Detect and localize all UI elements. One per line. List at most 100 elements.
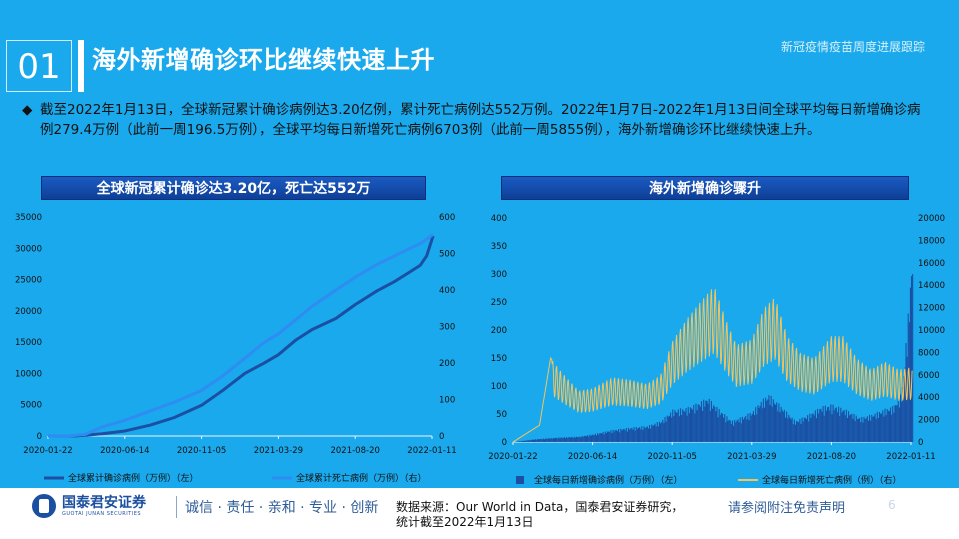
chart2-bar — [563, 437, 565, 442]
chart2-bar — [652, 425, 654, 442]
chart2-bar — [543, 439, 546, 442]
chart2-bar — [843, 410, 845, 442]
chart2-bar — [742, 419, 745, 442]
chart2-bar — [867, 420, 869, 442]
chart2-bar — [616, 431, 619, 442]
chart2-bar — [896, 405, 898, 442]
chart2-bar — [845, 409, 847, 442]
chart2-bar — [757, 405, 759, 442]
chart2-bar — [829, 410, 831, 442]
chart2-bar — [754, 415, 756, 442]
disclaimer-link[interactable]: 请参阅附注免责声明 — [728, 501, 846, 516]
chart2-bar — [824, 405, 826, 442]
chart2-bar — [897, 398, 899, 442]
chart2-bar — [747, 413, 749, 442]
chart2-bar — [776, 402, 778, 442]
chart2-bar — [681, 414, 683, 442]
chart2-bar — [564, 438, 567, 442]
chart2-bar — [646, 426, 648, 442]
chart2-bar — [688, 413, 690, 442]
chart2-bar — [559, 438, 561, 442]
chart2-bar — [842, 410, 844, 442]
chart1-y-right-tick-label: 400 — [439, 286, 455, 296]
chart2-bar — [777, 411, 779, 442]
logo-mark-icon — [32, 494, 56, 518]
chart2-bar — [811, 413, 813, 442]
chart2-y-left-tick-label: 250 — [491, 298, 507, 308]
chart2-bar — [745, 415, 747, 442]
chart2-bar — [723, 417, 725, 442]
chart2-bar — [730, 423, 732, 442]
chart2-bar — [662, 419, 664, 442]
section-number: 01 — [6, 40, 72, 92]
chart2-bar — [672, 409, 674, 442]
chart2-bar — [834, 407, 836, 442]
chart2-bar — [857, 418, 860, 442]
chart2-bar — [592, 434, 594, 442]
chart2-bar — [868, 414, 871, 442]
chart2-bar — [802, 421, 804, 442]
chart2-bar — [719, 414, 721, 442]
chart2-bar — [568, 437, 570, 442]
chart2-bar — [855, 415, 857, 442]
chart2-bar — [805, 419, 808, 442]
chart2-bar — [714, 406, 716, 442]
chart2-bar — [666, 415, 668, 442]
chart2-bar — [794, 424, 797, 442]
chart2-bar — [810, 417, 812, 442]
chart2-bar — [833, 410, 835, 442]
chart2-bar — [801, 417, 803, 442]
chart1-x-tick-label: 2020-11-05 — [177, 446, 226, 456]
chart2-bar — [883, 416, 885, 442]
chart1-series-line — [47, 233, 434, 438]
chart2-bar — [609, 432, 611, 442]
chart2-bar — [809, 413, 811, 442]
chart2-bar — [817, 408, 819, 442]
chart2-bar — [797, 421, 799, 442]
chart2-bar — [535, 439, 537, 442]
chart2-y-left-tick-label: 150 — [491, 354, 507, 364]
chart1-y-right-tick-label: 600 — [439, 213, 455, 223]
chart2-bar — [721, 413, 724, 442]
chart2-bar — [831, 414, 833, 442]
chart2-bar — [537, 439, 539, 442]
chart2-bar — [814, 410, 816, 442]
chart2-bar — [746, 419, 748, 442]
chart2-bar — [773, 403, 776, 442]
chart2-bar — [789, 417, 791, 442]
chart2-bar — [546, 438, 548, 442]
chart2-bar — [862, 422, 864, 442]
chart2-bar — [899, 394, 902, 442]
footer-bar — [0, 488, 959, 539]
chart2-bar — [694, 413, 696, 442]
chart2-bar — [715, 411, 717, 442]
chart2-bar — [750, 415, 752, 442]
chart2-y-left-tick-label: 100 — [491, 382, 507, 392]
chart2-x-tick-label: 2021-08-20 — [807, 452, 856, 462]
chart2-bar — [740, 423, 742, 442]
chart2-bar — [856, 419, 858, 442]
chart2-bar — [771, 406, 773, 442]
chart2-bar — [876, 411, 878, 442]
chart2-bar — [770, 395, 772, 442]
chart2-bar — [820, 408, 822, 442]
chart2-bar — [614, 430, 616, 442]
chart1-title: 全球新冠累计确诊达3.20亿，死亡达552万 — [41, 176, 426, 200]
chart2-bar — [665, 421, 667, 442]
chart2-y-left-tick-label: 350 — [491, 242, 507, 252]
chart2-y-right-tick-label: 10000 — [918, 326, 945, 336]
chart2-bar — [608, 431, 610, 442]
chart2-bar — [658, 421, 661, 442]
chart2-bar — [686, 415, 688, 442]
chart1-y-right-tick-label: 200 — [439, 359, 455, 369]
chart2-bar — [676, 412, 678, 442]
chart2-bar — [637, 427, 640, 442]
chart2-bar — [657, 426, 659, 442]
chart2-bar — [557, 438, 559, 442]
chart2-bar — [731, 420, 734, 442]
chart2-bar — [849, 415, 851, 442]
chart2-bar — [851, 413, 853, 442]
chart2-bar — [576, 436, 578, 442]
data-source-line2: 统计截至2022年1月13日 — [396, 515, 534, 529]
chart2-bar — [812, 413, 814, 442]
